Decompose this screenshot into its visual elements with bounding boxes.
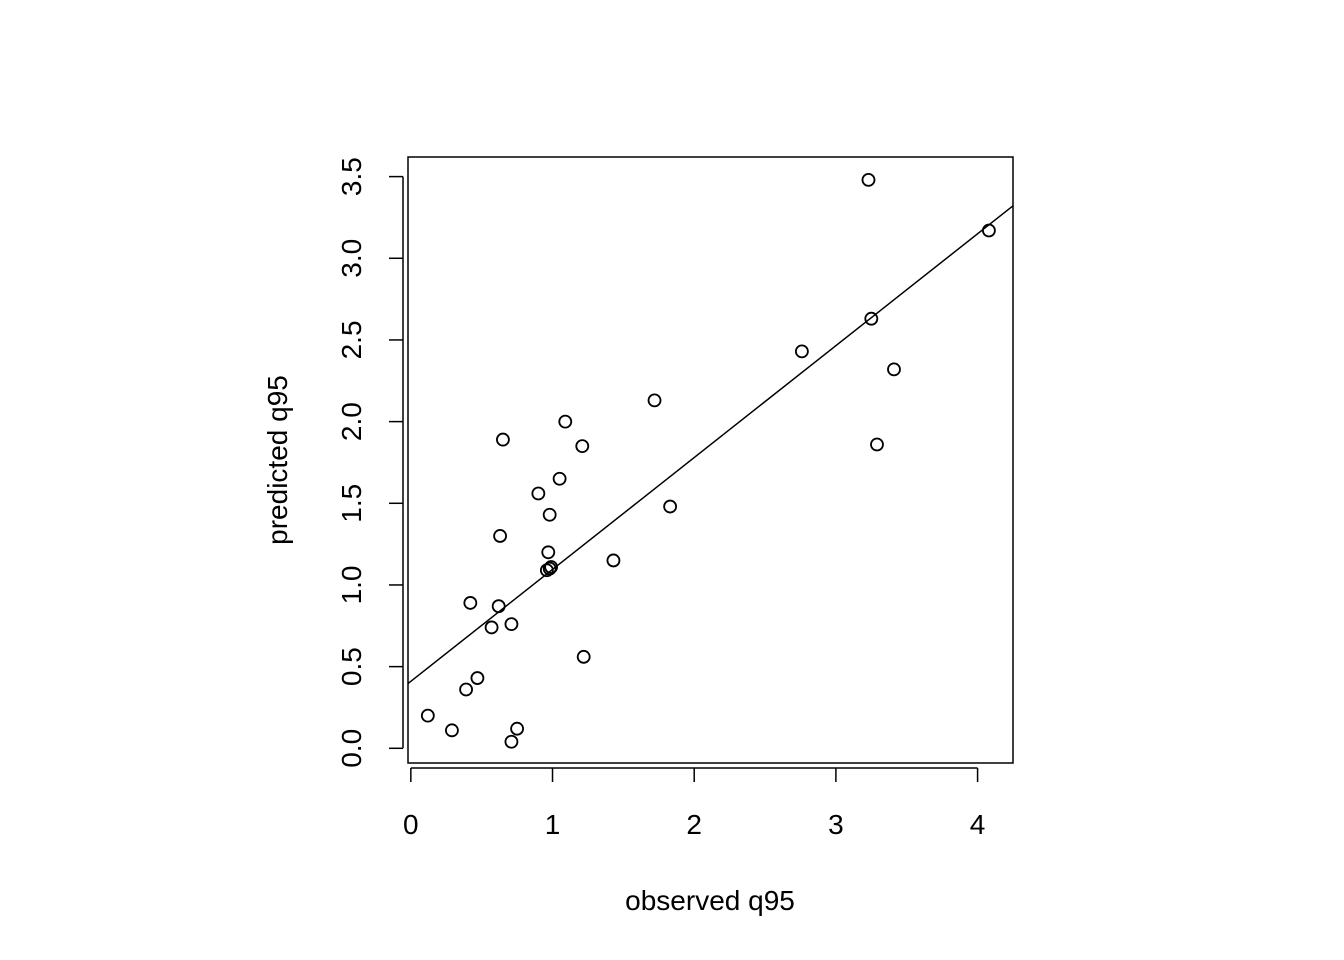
data-point [558, 414, 573, 429]
data-point [420, 708, 435, 723]
data-point [982, 223, 996, 238]
data-point [576, 649, 591, 664]
data-point [463, 596, 478, 610]
x-axis: 0 1 2 3 4 [403, 767, 986, 840]
data-point [544, 560, 559, 574]
data-point [504, 617, 519, 632]
x-tick-label: 0 [403, 809, 419, 840]
data-point [470, 671, 485, 685]
data-point [459, 682, 473, 697]
data-point [491, 599, 506, 614]
fit-line [408, 205, 1013, 685]
data-point [861, 172, 876, 187]
y-tick-label: 1.5 [336, 484, 367, 523]
y-tick-label: 0.0 [336, 729, 367, 768]
data-point [493, 529, 507, 543]
x-tick-label: 3 [828, 809, 844, 840]
data-point [552, 471, 567, 486]
data-point [864, 311, 879, 326]
data-point [887, 362, 901, 377]
data-point [606, 553, 621, 568]
data-point [542, 507, 557, 522]
data-point [542, 561, 557, 576]
data-point [541, 545, 556, 560]
data-point [484, 620, 499, 635]
y-axis: 0.0 0.5 1.0 1.5 2.0 2.5 3.0 3.5 [336, 157, 404, 768]
data-point [496, 432, 510, 447]
data-point [445, 723, 459, 738]
data-point [663, 499, 678, 514]
x-tick-label: 4 [970, 809, 986, 840]
data-point [647, 393, 662, 408]
x-axis-title: observed q95 [625, 885, 795, 916]
y-tick-label: 2.0 [336, 402, 367, 441]
x-tick-label: 1 [545, 809, 561, 840]
y-tick-label: 3.5 [336, 157, 367, 196]
data-point [531, 486, 546, 501]
y-tick-label: 0.5 [336, 647, 367, 686]
data-point [870, 437, 884, 452]
data-point [510, 721, 524, 736]
fit-line-group [408, 205, 1013, 685]
y-tick-label: 2.5 [336, 320, 367, 359]
y-tick-label: 1.0 [336, 565, 367, 604]
data-point [575, 439, 590, 454]
plot-frame [407, 156, 1014, 764]
data-point [794, 344, 809, 359]
y-axis-title: predicted q95 [262, 375, 293, 545]
data-point [504, 734, 519, 749]
x-tick-label: 2 [686, 809, 702, 840]
data-points [420, 172, 996, 749]
y-tick-label: 3.0 [336, 239, 367, 278]
